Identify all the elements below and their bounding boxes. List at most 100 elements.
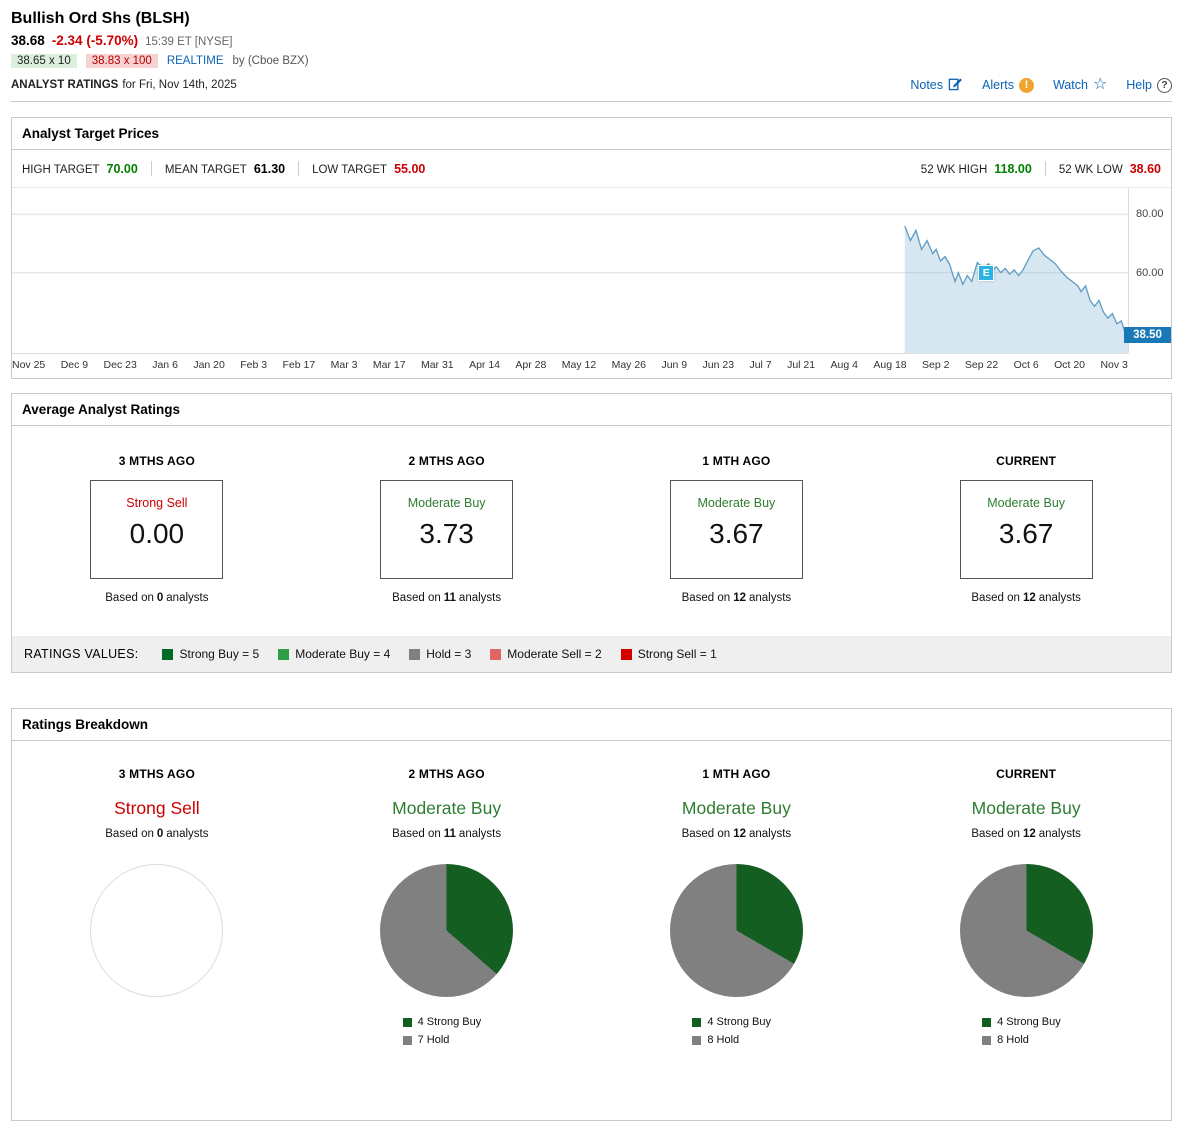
x-tick-label: May 12 [561,359,597,371]
section-title-average-ratings: Average Analyst Ratings [12,394,1171,426]
help-link[interactable]: Help ? [1126,77,1172,93]
x-tick-label: Aug 18 [873,359,907,371]
legend-swatch [620,648,632,660]
legend-item: Hold = 3 [409,647,471,661]
price-chart-plot: E [12,188,1128,353]
rating-name: Strong Sell [126,496,188,510]
ratings-breakdown-section: Ratings Breakdown 3 MTHS AGO Strong Sell… [11,708,1172,1121]
period-label: 1 MTH AGO [702,454,771,468]
period-label: 3 MTHS AGO [118,767,195,781]
x-tick-label: Aug 4 [830,359,858,371]
page-title: Bullish Ord Shs (BLSH) [11,10,190,27]
period-label: CURRENT [996,767,1057,781]
rating-value: 0.00 [129,518,185,549]
x-tick-label: Jan 6 [152,359,178,371]
rating-value: 3.73 [419,518,474,549]
y-axis: 80.00 60.00 [1128,188,1171,353]
alerts-label: Alerts [982,78,1014,92]
x-tick-label: Dec 9 [60,359,89,371]
y-tick-label: 80.00 [1136,208,1164,221]
period-label: 2 MTHS AGO [408,767,485,781]
pie-legend-swatch [692,1017,702,1027]
average-ratings-section: Average Analyst Ratings 3 MTHS AGO Stron… [11,393,1172,673]
avg-col-1mth: 1 MTH AGO Moderate Buy 3.67 Based on 12 an… [592,454,882,604]
bid-quote: 38.65 x 10 [11,54,77,68]
realtime-label[interactable]: REALTIME [166,55,224,67]
section-title-target-prices: Analyst Target Prices [12,118,1171,150]
legend-items: Strong Buy = 5 Moderate Buy = 4 Hold = 3 Mo… [162,647,717,661]
section-title-ratings-breakdown: Ratings Breakdown [12,709,1171,741]
pie-legend-swatch [982,1035,992,1045]
x-tick-label: Feb 17 [282,359,316,371]
pie-chart [90,864,224,997]
x-tick-label: Mar 31 [420,359,454,371]
legend-item: Moderate Buy = 4 [278,647,390,661]
pie-legend-item: 7 Hold [402,1034,491,1046]
last-price-badge: 38.50 [1124,327,1171,344]
quote-header: Bullish Ord Shs (BLSH) 38.68 -2.34 (-5.7… [11,8,1172,102]
y-tick-label: 60.00 [1136,266,1164,279]
legend-item: Strong Sell = 1 [620,647,717,661]
divider [150,161,152,176]
report-label: ANALYST RATINGS for Fri, Nov 14th, 2025 [11,79,237,91]
rating-box: Moderate Buy 3.67 [669,480,803,579]
period-label: 2 MTHS AGO [408,454,485,468]
target-prices-section: Analyst Target Prices HIGH TARGET 70.00 … [11,117,1172,379]
x-tick-label: May 26 [611,359,647,371]
alert-icon: ! [1018,77,1034,93]
alerts-link[interactable]: Alerts ! [982,77,1034,93]
legend-swatch [162,648,174,660]
price-row: 38.68 -2.34 (-5.70%) 15:39 ET [NYSE] [11,33,1172,48]
rating-value: 3.67 [709,518,764,549]
bid-ask-row: 38.65 x 10 38.83 x 100 REALTIME by (Cboe… [11,54,1172,68]
watch-link[interactable]: Watch ☆ [1053,76,1108,93]
x-tick-label: Mar 3 [330,359,358,371]
notes-link[interactable]: Notes [910,76,963,94]
notes-icon [948,76,963,94]
period-label: CURRENT [996,454,1057,468]
legend-item: Strong Buy = 5 [162,647,259,661]
pie-legend-swatch [402,1035,412,1045]
divider [1044,161,1046,176]
report-title: ANALYST RATINGS [11,79,119,91]
pie-legend-swatch [692,1035,702,1045]
pie-chart [669,864,803,997]
x-tick-label: Jan 20 [193,359,225,371]
based-on-analysts: Based on 0 analysts [105,592,209,604]
rating-name: Moderate Buy [681,798,791,818]
low-target: LOW TARGET 55.00 [312,161,426,176]
legend-swatch [409,648,421,660]
rating-value: 3.67 [998,518,1054,549]
period-label: 3 MTHS AGO [118,454,195,468]
pie-chart [380,864,514,997]
legend-item: Moderate Sell = 2 [490,647,602,661]
price-chart: E 80.00 60.00 38.50 [12,187,1171,353]
x-tick-label: Apr 14 [469,359,500,371]
subheader: ANALYST RATINGS for Fri, Nov 14th, 2025 … [11,76,1172,102]
event-marker[interactable]: E [978,264,995,281]
x-tick-label: Sep 2 [922,359,950,371]
star-icon: ☆ [1092,76,1108,93]
pie-legend-item: 8 Hold [692,1034,780,1046]
based-on-analysts: Based on 12 analysts [971,592,1081,604]
rating-name: Moderate Buy [987,496,1066,510]
based-on-analysts: Based on 12 analysts [681,592,792,604]
breakdown-columns: 3 MTHS AGO Strong Sell Based on 0 analysts… [12,741,1171,1120]
based-on-analysts: Based on 0 analysts [105,828,209,840]
avg-col-current: CURRENT Moderate Buy 3.67 Based on 12 anal… [881,454,1171,604]
rating-box: Moderate Buy 3.73 [380,480,514,579]
52wk-low: 52 WK LOW 38.60 [1058,161,1161,176]
breakdown-col-current: CURRENT Moderate Buy Based on 12 analysts … [881,767,1171,1052]
legend-swatch [278,648,290,660]
average-ratings-columns: 3 MTHS AGO Strong Sell 0.00 Based on 0 ana… [12,426,1171,624]
avg-col-2mths: 2 MTHS AGO Moderate Buy 3.73 Based on 11 a… [302,454,592,604]
based-on-analysts: Based on 11 analysts [392,592,502,604]
rating-name: Moderate Buy [407,496,486,510]
quote-timestamp: 15:39 ET [NYSE] [145,36,233,48]
x-tick-label: Nov 25 [12,359,46,371]
realtime-source: by (Cboe BZX) [232,55,309,67]
rating-name: Moderate Buy [697,496,776,510]
pie-chart [959,864,1093,997]
x-tick-label: Apr 28 [515,359,547,371]
report-date: for Fri, Nov 14th, 2025 [122,79,237,91]
